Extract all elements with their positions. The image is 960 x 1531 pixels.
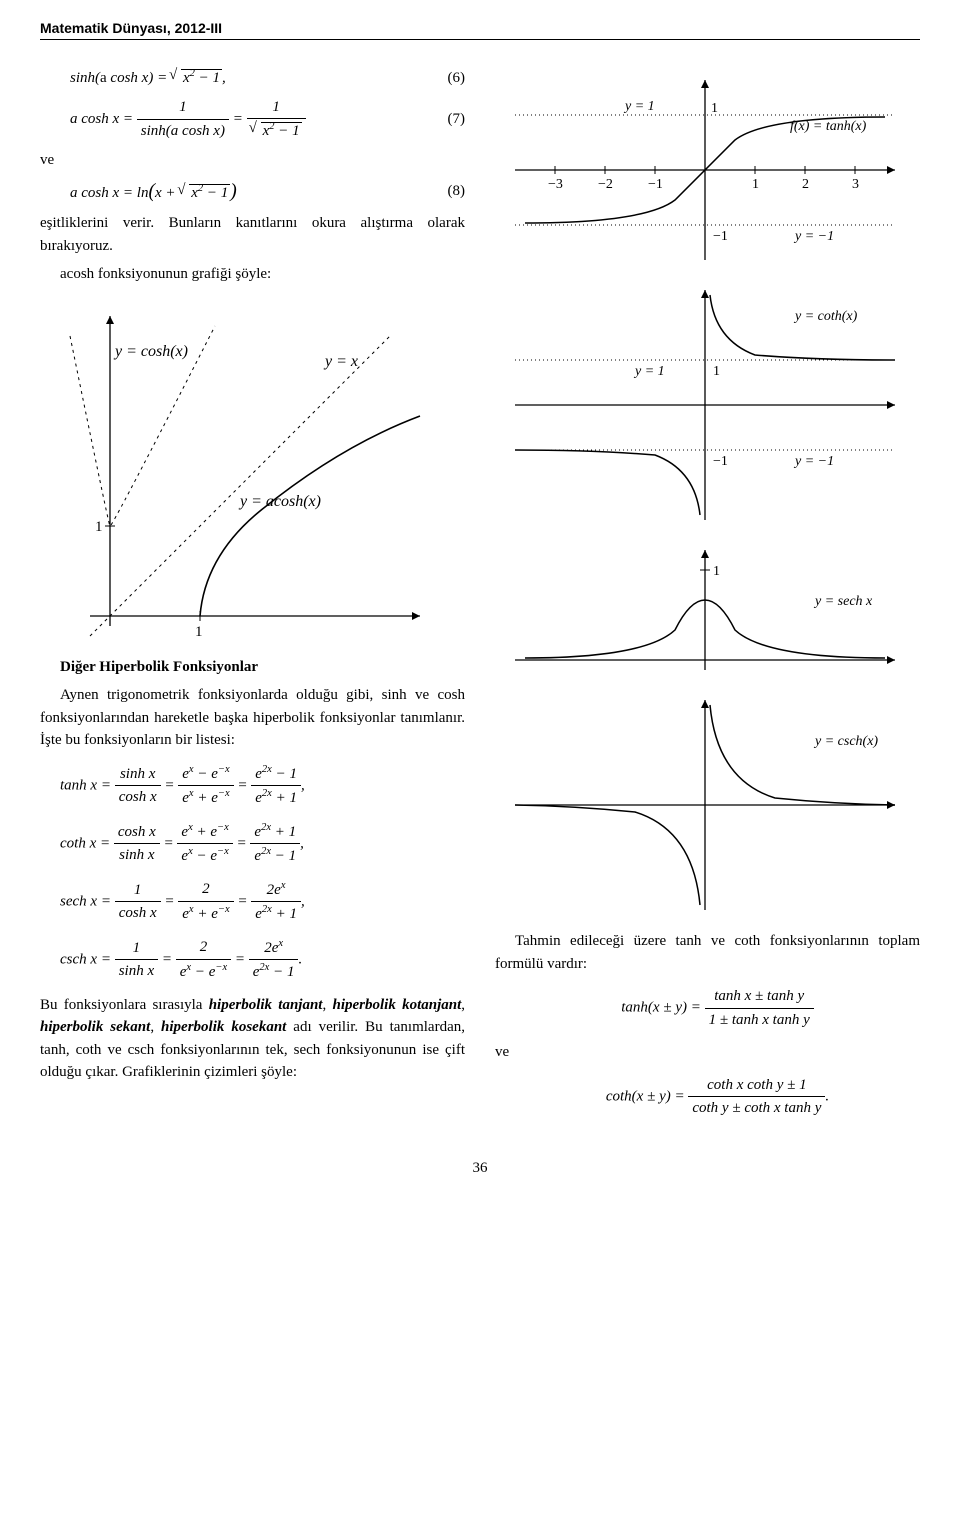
svg-text:2: 2: [802, 177, 809, 192]
eq7-body: a cosh x = 1sinh(a cosh x) = 1x2 − 1: [40, 96, 425, 143]
right-column: y = 1 1 f(x) = tanh(x) −1 y = −1 −3 −2 −…: [495, 60, 920, 1130]
label-one-y: 1: [95, 519, 103, 535]
para-5: Tahmin edileceği üzere tanh ve coth fonk…: [495, 930, 920, 975]
left-column: sinh(a cosh x) = x2 − 1, (6) a cosh x = …: [40, 60, 465, 1130]
eq8-number: (8): [425, 180, 465, 203]
label-one-x: 1: [195, 624, 203, 640]
eq6-number: (6): [425, 67, 465, 90]
svg-text:3: 3: [852, 177, 859, 192]
section-heading: Diğer Hiperbolik Fonksiyonlar: [40, 656, 465, 679]
para-2: acosh fonksiyonunun grafiği şöyle:: [40, 263, 465, 286]
svg-text:1: 1: [711, 101, 718, 116]
svg-text:−3: −3: [548, 177, 563, 192]
equation-6: sinh(a cosh x) = x2 − 1, (6): [40, 66, 465, 90]
page-number: 36: [40, 1160, 920, 1177]
svg-text:−1: −1: [648, 177, 663, 192]
svg-text:−2: −2: [598, 177, 613, 192]
journal-header: Matematik Dünyası, 2012-III: [40, 20, 920, 40]
svg-text:−1: −1: [713, 229, 728, 244]
graph-sech: 1 y = sech x: [495, 540, 920, 680]
graph-cosh-acosh: 1 1 y = x y = cosh(x) y = acosh(x): [40, 296, 465, 646]
ve-1: ve: [40, 149, 465, 172]
graph-csch: y = csch(x): [495, 690, 920, 920]
graph-coth: y = coth(x) y = 1 1 −1 y = −1: [495, 280, 920, 530]
eq8-body: a cosh x = ln(x + x2 − 1): [40, 177, 425, 206]
eq7-number: (7): [425, 108, 465, 131]
formula-coth-sum: coth(x ± y) = coth x coth y ± 1coth y ± …: [515, 1074, 920, 1120]
svg-text:y = csch(x): y = csch(x): [813, 734, 878, 749]
formula-coth: coth x = cosh xsinh x = ex + e−xex − e−x…: [60, 820, 465, 868]
formula-tanh-sum: tanh(x ± y) = tanh x ± tanh y1 ± tanh x …: [515, 985, 920, 1031]
formula-sech: sech x = 1cosh x = 2ex + e−x = 2exe2x + …: [60, 878, 465, 926]
svg-text:1: 1: [713, 364, 720, 379]
formula-csch: csch x = 1sinh x = 2ex − e−x = 2exe2x − …: [60, 936, 465, 984]
svg-text:y = 1: y = 1: [623, 99, 655, 114]
two-column-layout: sinh(a cosh x) = x2 − 1, (6) a cosh x = …: [40, 60, 920, 1130]
graph-tanh: y = 1 1 f(x) = tanh(x) −1 y = −1 −3 −2 −…: [495, 70, 920, 270]
para-3: Aynen trigonometrik fonksiyonlarda olduğ…: [40, 684, 465, 752]
formula-tanh: tanh x = sinh xcosh x = ex − e−xex + e−x…: [60, 762, 465, 810]
label-acoshx: y = acosh(x): [238, 493, 321, 510]
equation-8: a cosh x = ln(x + x2 − 1) (8): [40, 177, 465, 206]
eq6-body: sinh(a cosh x) = x2 − 1,: [40, 66, 425, 90]
para-1: eşitliklerini verir. Bunların kanıtların…: [40, 212, 465, 257]
svg-text:y = sech x: y = sech x: [813, 594, 873, 609]
svg-text:y = −1: y = −1: [793, 454, 834, 469]
ve-2: ve: [495, 1041, 920, 1064]
para-4: Bu fonksiyonlara sırasıyla hiperbolik ta…: [40, 994, 465, 1084]
svg-text:1: 1: [752, 177, 759, 192]
svg-text:y = 1: y = 1: [633, 364, 665, 379]
svg-text:−1: −1: [713, 454, 728, 469]
svg-text:y = coth(x): y = coth(x): [793, 309, 858, 324]
svg-text:1: 1: [713, 564, 720, 579]
label-yx: y = x: [323, 353, 358, 370]
svg-text:y = −1: y = −1: [793, 229, 834, 244]
equation-7: a cosh x = 1sinh(a cosh x) = 1x2 − 1 (7): [40, 96, 465, 143]
label-coshx: y = cosh(x): [113, 343, 188, 360]
